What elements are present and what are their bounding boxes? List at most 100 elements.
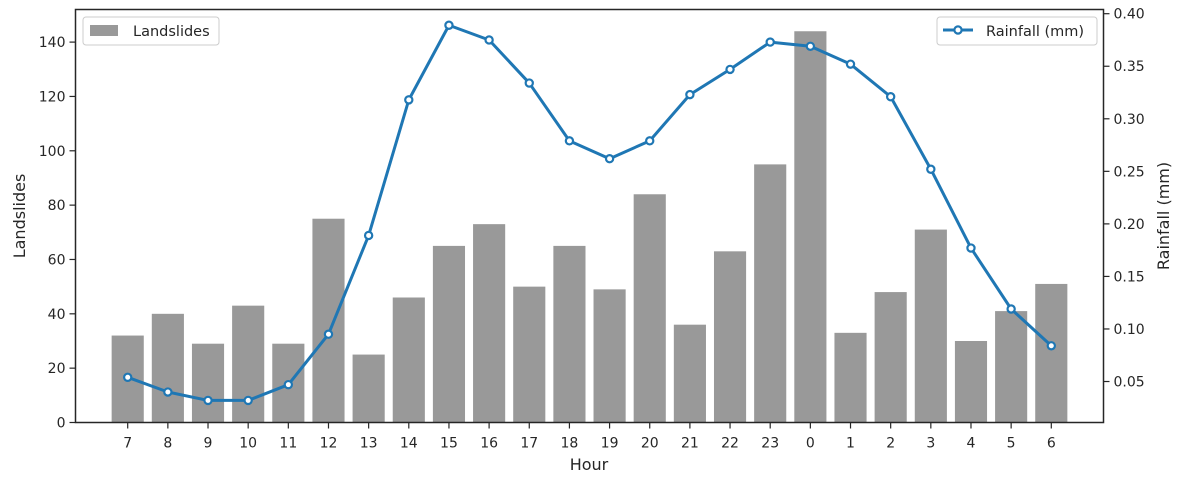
x-tick-label: 23 xyxy=(761,436,779,452)
rainfall-point-hour-9 xyxy=(203,395,213,406)
left-tick-label: 60 xyxy=(48,252,66,268)
rainfall-point-hour-23 xyxy=(765,37,775,47)
right-tick-label: 0.05 xyxy=(1114,375,1145,391)
legend-landslides-label: Landslides xyxy=(133,24,210,40)
left-tick-label: 40 xyxy=(48,307,66,323)
x-tick-label: 8 xyxy=(163,436,172,452)
x-tick-label: 22 xyxy=(721,436,739,452)
rainfall-line xyxy=(126,23,1053,402)
x-tick-label: 3 xyxy=(926,436,935,452)
rainfall-point-hour-0 xyxy=(805,41,816,51)
bar-hour-8 xyxy=(151,313,184,423)
plot-frame xyxy=(74,8,1105,424)
bar-hour-15 xyxy=(432,245,466,423)
x-tick-label: 18 xyxy=(561,436,579,452)
legend-rainfall-box xyxy=(936,16,1098,46)
x-tick-label: 13 xyxy=(360,436,378,452)
bar-hour-0 xyxy=(794,31,827,423)
bar-hour-20 xyxy=(633,194,666,423)
bar-hour-22 xyxy=(713,251,747,423)
right-tick-label: 0.20 xyxy=(1114,217,1145,233)
left-tick-label: 120 xyxy=(39,89,66,105)
rainfall-point-hour-12 xyxy=(323,329,334,339)
x-tick-label: 6 xyxy=(1047,436,1056,452)
rainfall-line-layer xyxy=(122,20,1057,406)
x-tick-label: 16 xyxy=(480,436,498,452)
x-tick-label: 10 xyxy=(239,436,257,452)
rainfall-point-hour-5 xyxy=(1006,304,1016,314)
right-tick-label: 0.35 xyxy=(1114,59,1145,75)
rainfall-point-hour-21 xyxy=(685,89,695,100)
x-tick-label: 7 xyxy=(123,436,132,452)
bar-hour-21 xyxy=(673,324,706,423)
bar-hour-3 xyxy=(914,229,947,423)
left-tick-label: 140 xyxy=(39,35,66,51)
rainfall-point-hour-13 xyxy=(363,230,374,241)
left-axis: 0 20 40 60 80 100 120 140 xyxy=(39,35,76,432)
rainfall-point-hour-3 xyxy=(926,164,936,174)
left-tick-label: 20 xyxy=(48,361,66,377)
x-axis-title: Hour xyxy=(570,455,609,474)
x-tick-label: 4 xyxy=(967,436,976,452)
bar-hour-14 xyxy=(392,297,425,423)
rainfall-point-hour-16 xyxy=(484,35,494,45)
rainfall-point-hour-6 xyxy=(1046,341,1057,351)
x-tick-label: 21 xyxy=(681,436,699,452)
bar-hour-17 xyxy=(513,286,546,423)
x-tick-label: 2 xyxy=(886,436,895,452)
x-tick-label: 15 xyxy=(440,436,458,452)
right-axis: 0.05 0.10 0.15 0.20 0.25 0.30 0.35 0.40 xyxy=(1103,7,1145,391)
x-tick-label: 0 xyxy=(806,436,815,452)
right-tick-label: 0.30 xyxy=(1114,112,1145,128)
legend-rainfall-label: Rainfall (mm) xyxy=(986,24,1084,40)
bar-hour-23 xyxy=(754,164,787,423)
x-tick-label: 1 xyxy=(846,436,855,452)
x-axis: 7 8 9 10 11 12 13 14 15 16 17 18 19 20 21 22 23 0 1 2 3 4 5 6 xyxy=(123,422,1056,452)
bar-hour-18 xyxy=(553,245,586,423)
right-tick-label: 0.15 xyxy=(1114,269,1145,285)
rainfall-point-hour-1 xyxy=(845,59,856,69)
rainfall-point-hour-19 xyxy=(604,154,615,164)
x-tick-label: 17 xyxy=(520,436,538,452)
left-axis-title: Landslides xyxy=(10,174,29,259)
bar-hour-2 xyxy=(874,292,907,423)
rainfall-point-hour-10 xyxy=(243,395,253,406)
right-tick-label: 0.40 xyxy=(1114,7,1145,23)
rainfall-point-hour-11 xyxy=(283,379,294,390)
landslides-bars xyxy=(111,31,1068,423)
x-tick-label: 5 xyxy=(1007,436,1016,452)
bar-hour-5 xyxy=(995,311,1028,423)
rainfall-point-hour-7 xyxy=(122,372,133,383)
rainfall-point-hour-2 xyxy=(885,92,896,102)
legend-rainfall: Rainfall (mm) xyxy=(936,16,1098,46)
left-tick-label: 80 xyxy=(48,198,66,214)
legend-rainfall-marker xyxy=(953,25,963,35)
left-tick-label: 0 xyxy=(57,416,66,432)
bar-hour-6 xyxy=(1035,283,1068,423)
left-tick-label: 100 xyxy=(39,144,66,160)
rainfall-point-hour-4 xyxy=(966,243,976,253)
x-tick-label: 19 xyxy=(601,436,619,452)
bar-hour-4 xyxy=(954,340,988,423)
rainfall-point-hour-17 xyxy=(524,78,534,88)
rainfall-point-hour-15 xyxy=(444,20,454,30)
legend-landslides-swatch xyxy=(90,25,118,36)
rainfall-point-hour-14 xyxy=(404,95,414,105)
x-tick-label: 20 xyxy=(641,436,659,452)
bar-hour-1 xyxy=(834,332,867,423)
right-tick-label: 0.25 xyxy=(1114,164,1145,180)
bar-hour-13 xyxy=(352,354,385,423)
right-tick-label: 0.10 xyxy=(1114,322,1145,338)
x-tick-label: 11 xyxy=(279,436,297,452)
legend-landslides: Landslides xyxy=(82,16,220,46)
x-tick-label: 9 xyxy=(204,436,213,452)
rainfall-point-hour-8 xyxy=(163,387,173,397)
bar-hour-16 xyxy=(473,224,506,423)
right-axis-title: Rainfall (mm) xyxy=(1154,162,1173,270)
rainfall-point-hour-18 xyxy=(564,136,575,146)
rainfall-point-hour-20 xyxy=(645,136,655,146)
x-tick-label: 14 xyxy=(400,436,418,452)
rainfall-point-hour-22 xyxy=(725,64,735,75)
x-tick-label: 12 xyxy=(320,436,338,452)
